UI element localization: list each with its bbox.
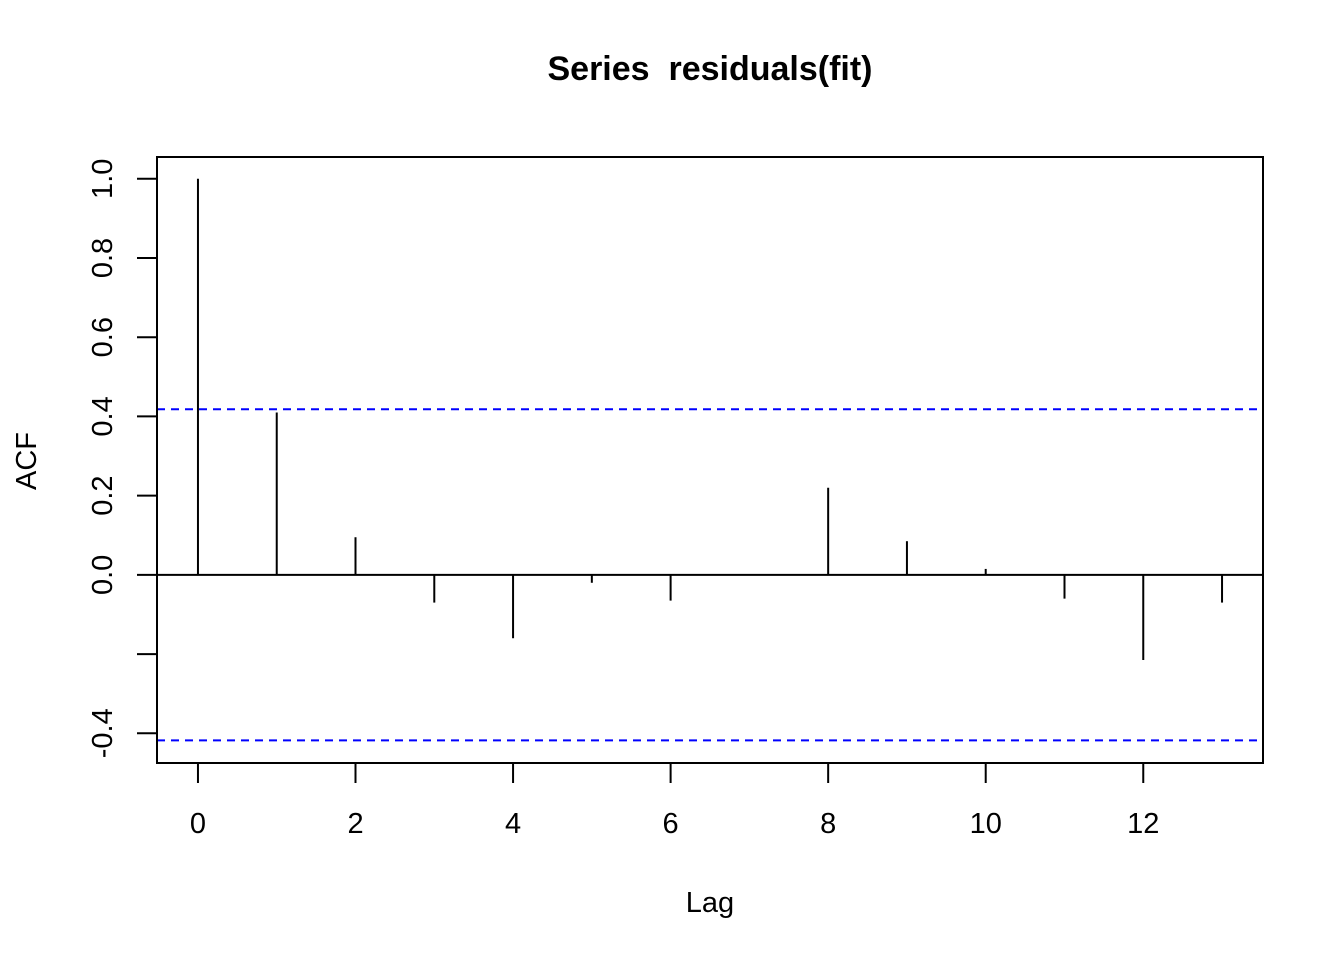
- x-tick-label-0: 0: [190, 808, 206, 840]
- x-axis-label: Lag: [686, 887, 734, 919]
- plot-frame: [156, 156, 1264, 764]
- y-tick-label-0.4: 0.4: [87, 396, 119, 436]
- x-axis: 0 2 4 6 8 10 12: [190, 763, 1159, 840]
- confidence-bounds: [157, 408, 1263, 742]
- x-tick-label-8: 8: [820, 808, 836, 840]
- chart-title: Series residuals(fit): [547, 50, 872, 88]
- y-tick-label-1: 1.0: [87, 159, 119, 199]
- y-axis-label: ACF: [11, 432, 43, 490]
- y-tick-label--0.4: -0.4: [87, 708, 119, 758]
- x-tick-label-2: 2: [347, 808, 363, 840]
- y-tick-label-0.6: 0.6: [87, 317, 119, 357]
- y-tick-label-0.2: 0.2: [87, 475, 119, 515]
- y-tick-label-0: 0.0: [87, 555, 119, 595]
- x-tick-label-4: 4: [505, 808, 521, 840]
- x-tick-label-10: 10: [970, 808, 1002, 840]
- acf-spikes: [196, 178, 1224, 661]
- x-tick-label-6: 6: [663, 808, 679, 840]
- y-tick-label-0.8: 0.8: [87, 238, 119, 278]
- x-tick-label-12: 12: [1127, 808, 1159, 840]
- y-axis: -0.4 0.0 0.2 0.4 0.6 0.8 1.0: [87, 159, 158, 758]
